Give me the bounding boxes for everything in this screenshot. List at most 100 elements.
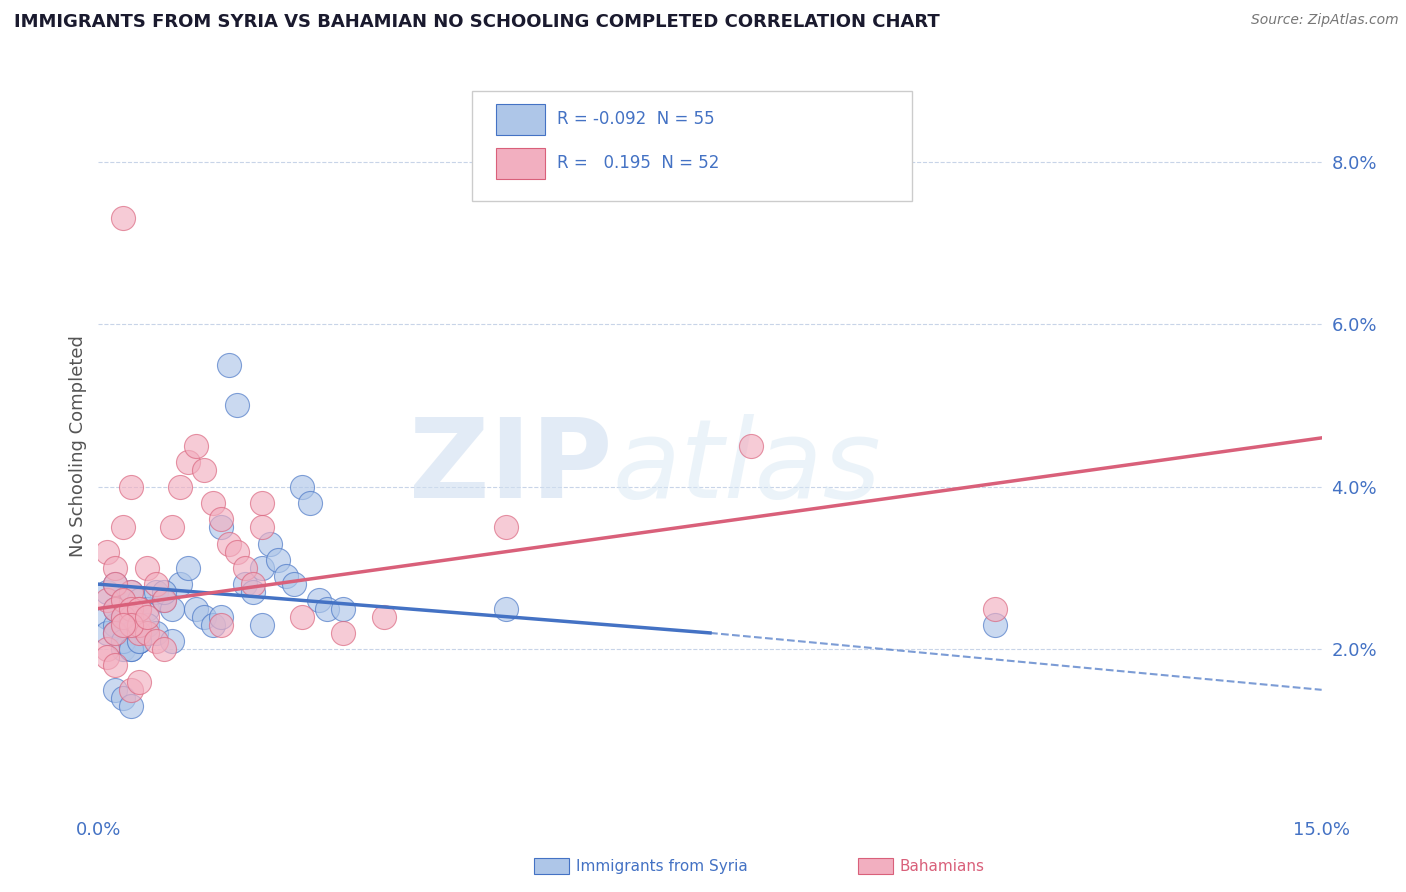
Point xyxy=(209,512,232,526)
Point xyxy=(259,536,281,550)
Point xyxy=(152,593,174,607)
Point xyxy=(120,585,142,599)
Point xyxy=(120,601,142,615)
Point xyxy=(201,617,224,632)
Point xyxy=(96,593,118,607)
Point xyxy=(111,609,134,624)
Point xyxy=(104,617,127,632)
Text: Immigrants from Syria: Immigrants from Syria xyxy=(576,859,748,873)
Text: atlas: atlas xyxy=(612,415,880,522)
Point xyxy=(104,626,127,640)
Point xyxy=(145,626,167,640)
Point xyxy=(96,626,118,640)
Point xyxy=(104,626,127,640)
Point xyxy=(136,609,159,624)
Point xyxy=(128,674,150,689)
Point xyxy=(111,593,134,607)
Point xyxy=(169,480,191,494)
Point xyxy=(104,682,127,697)
Point xyxy=(267,553,290,567)
Point xyxy=(177,561,200,575)
Point xyxy=(128,626,150,640)
Point xyxy=(96,642,118,657)
FancyBboxPatch shape xyxy=(496,104,546,136)
Point xyxy=(120,699,142,714)
Point xyxy=(152,585,174,599)
Point xyxy=(186,601,208,615)
Point xyxy=(136,626,159,640)
Point xyxy=(218,358,240,372)
Point xyxy=(111,690,134,705)
Point xyxy=(120,626,142,640)
Point xyxy=(299,496,322,510)
Point xyxy=(250,617,273,632)
Point xyxy=(136,601,159,615)
Point xyxy=(128,601,150,615)
Point xyxy=(128,617,150,632)
Point xyxy=(250,561,273,575)
Point xyxy=(120,642,142,657)
Point xyxy=(104,561,127,575)
Point xyxy=(186,439,208,453)
Point xyxy=(96,544,118,558)
Point xyxy=(308,593,330,607)
Point xyxy=(145,577,167,591)
Point xyxy=(242,585,264,599)
Point xyxy=(177,455,200,469)
Point xyxy=(96,609,118,624)
Point xyxy=(209,617,232,632)
Point xyxy=(209,520,232,534)
Point xyxy=(233,561,256,575)
Text: R =   0.195  N = 52: R = 0.195 N = 52 xyxy=(557,154,720,172)
Point xyxy=(250,520,273,534)
FancyBboxPatch shape xyxy=(471,91,912,201)
Text: R = -0.092  N = 55: R = -0.092 N = 55 xyxy=(557,110,714,128)
Point xyxy=(136,561,159,575)
Point xyxy=(315,601,337,615)
Point xyxy=(233,577,256,591)
Point xyxy=(201,496,224,510)
Point xyxy=(136,617,159,632)
Point xyxy=(120,585,142,599)
Point xyxy=(373,609,395,624)
Point xyxy=(111,609,134,624)
Y-axis label: No Schooling Completed: No Schooling Completed xyxy=(69,335,87,557)
Point xyxy=(120,609,142,624)
Point xyxy=(984,617,1007,632)
Point xyxy=(274,569,297,583)
Point xyxy=(111,593,134,607)
Point xyxy=(104,577,127,591)
Point xyxy=(160,520,183,534)
Point xyxy=(193,463,215,477)
Point xyxy=(160,601,183,615)
Point xyxy=(226,398,249,412)
Point xyxy=(209,609,232,624)
Point xyxy=(495,520,517,534)
Point xyxy=(111,520,134,534)
Point xyxy=(111,211,134,226)
Point xyxy=(120,682,142,697)
Point xyxy=(96,650,118,665)
FancyBboxPatch shape xyxy=(496,148,546,179)
Point xyxy=(104,601,127,615)
Point xyxy=(169,577,191,591)
Point xyxy=(160,634,183,648)
Point xyxy=(104,658,127,673)
Point xyxy=(495,601,517,615)
Text: Source: ZipAtlas.com: Source: ZipAtlas.com xyxy=(1251,13,1399,28)
Point xyxy=(120,642,142,657)
Point xyxy=(111,617,134,632)
Point xyxy=(145,634,167,648)
Point xyxy=(128,634,150,648)
Point xyxy=(152,593,174,607)
Point xyxy=(96,585,118,599)
Text: Bahamians: Bahamians xyxy=(900,859,984,873)
Point xyxy=(128,601,150,615)
Point xyxy=(218,536,240,550)
Point xyxy=(111,634,134,648)
Point xyxy=(152,642,174,657)
Text: IMMIGRANTS FROM SYRIA VS BAHAMIAN NO SCHOOLING COMPLETED CORRELATION CHART: IMMIGRANTS FROM SYRIA VS BAHAMIAN NO SCH… xyxy=(14,13,939,31)
Point xyxy=(120,617,142,632)
Text: ZIP: ZIP xyxy=(409,415,612,522)
Point xyxy=(145,585,167,599)
